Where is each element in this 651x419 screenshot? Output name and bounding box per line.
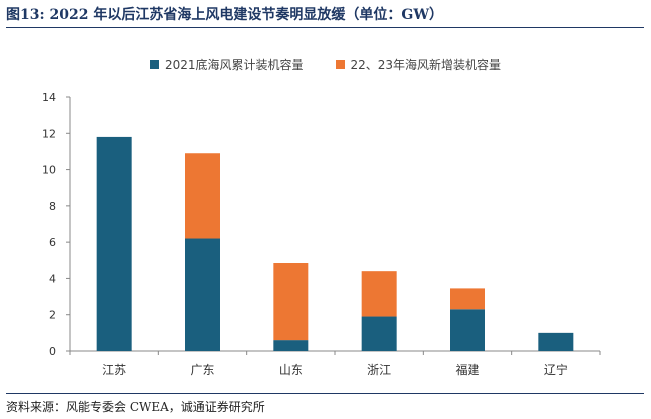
bar-segment-cumulative xyxy=(96,136,132,351)
y-tick-label: 8 xyxy=(49,200,56,213)
legend-label-cumulative: 2021底海风累计装机容量 xyxy=(164,58,304,72)
y-tick-label: 14 xyxy=(42,91,56,104)
bar-segment-new xyxy=(361,271,397,317)
source-divider xyxy=(6,393,644,394)
y-tick-label: 10 xyxy=(42,164,56,177)
x-tick-label: 山东 xyxy=(279,363,303,377)
legend-label-new: 22、23年海风新增装机容量 xyxy=(350,58,502,72)
x-tick-label: 福建 xyxy=(455,362,479,377)
bar-segment-new xyxy=(450,288,485,310)
title-divider xyxy=(6,27,644,28)
bar-segment-cumulative xyxy=(538,332,574,351)
chart-legend: 2021底海风累计装机容量 22、23年海风新增装机容量 xyxy=(0,56,651,73)
figure-title: 图13: 2022 年以后江苏省海上风电建设节奏明显放缓（单位：GW） xyxy=(6,7,444,23)
source-note: 资料来源：风能专委会 CWEA，诚通证券研究所 xyxy=(6,400,265,414)
x-tick-label: 广东 xyxy=(190,363,214,377)
legend-swatch-new xyxy=(335,60,345,69)
x-tick-label: 江苏 xyxy=(102,363,126,377)
bar-segment-cumulative xyxy=(273,340,309,351)
y-tick-label: 4 xyxy=(49,272,56,285)
y-tick-label: 2 xyxy=(49,309,56,322)
y-tick-label: 12 xyxy=(42,127,56,140)
bar-segment-cumulative xyxy=(450,309,485,351)
x-tick-label: 辽宁 xyxy=(544,362,568,377)
stacked-bar-chart: 0 2 4 6 8 10 12 14 江苏 广东 山东 浙江 福建 辽宁 xyxy=(42,91,601,377)
y-tick-label: 0 xyxy=(49,345,56,358)
y-tick-label: 6 xyxy=(49,236,56,249)
legend-item-cumulative: 2021底海风累计装机容量 xyxy=(149,56,304,73)
bar-segment-new xyxy=(273,263,309,341)
bar-segment-cumulative xyxy=(361,316,397,351)
bar-segment-new xyxy=(185,153,220,239)
bar-segment-cumulative xyxy=(185,238,220,351)
x-tick-label: 浙江 xyxy=(367,363,391,377)
legend-item-new: 22、23年海风新增装机容量 xyxy=(335,56,502,73)
legend-swatch-cumulative xyxy=(149,60,159,69)
